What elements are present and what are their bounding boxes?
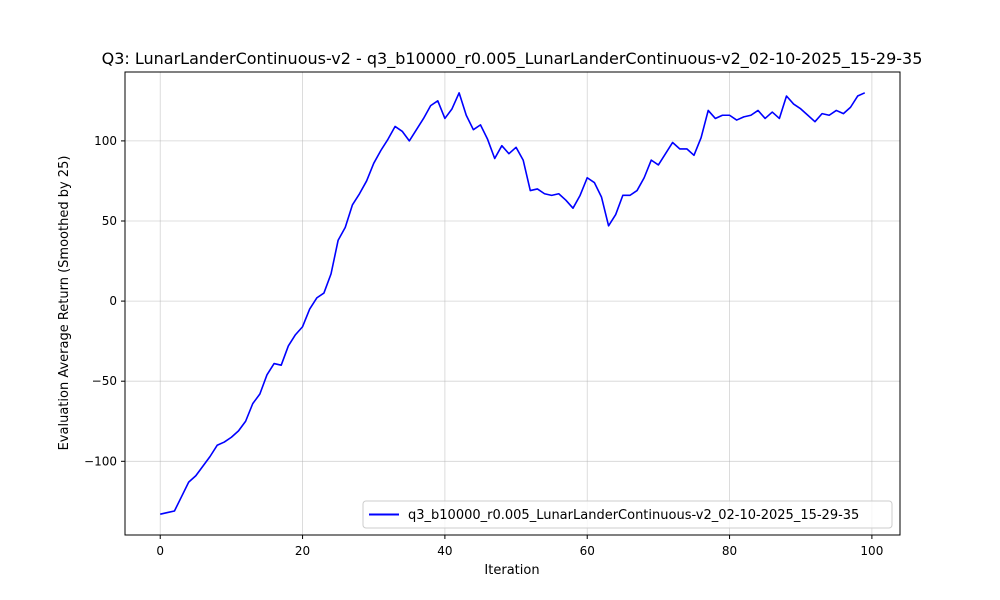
chart-title: Q3: LunarLanderContinuous-v2 - q3_b10000… [102, 49, 923, 69]
grid-layer [125, 72, 900, 535]
plot-frame [124, 71, 901, 536]
line-layer [160, 92, 866, 515]
x-tick-label: 40 [437, 544, 452, 558]
x-tick-label: 20 [295, 544, 310, 558]
x-tick-label: 100 [860, 544, 883, 558]
legend-box [362, 500, 893, 529]
y-tick-label: 0 [109, 294, 117, 308]
y-tick-label: −100 [84, 454, 117, 468]
y-axis-label: Evaluation Average Return (Smoothed by 2… [57, 156, 72, 451]
legend-label: q3_b10000_r0.005_LunarLanderContinuous-v… [408, 508, 859, 523]
x-tick-label: 80 [722, 544, 737, 558]
legend: q3_b10000_r0.005_LunarLanderContinuous-v… [362, 500, 893, 529]
x-axis-label: Iteration [484, 563, 539, 578]
y-tick-label: 50 [102, 214, 117, 228]
tick-layer: 0 20 40 60 80 100 −100 −50 0 50 100 [84, 134, 883, 558]
y-tick-label: 100 [94, 134, 117, 148]
y-tick-label: −50 [92, 374, 117, 388]
series-line [160, 92, 866, 515]
x-tick-label: 60 [580, 544, 595, 558]
x-tick-label: 0 [156, 544, 164, 558]
